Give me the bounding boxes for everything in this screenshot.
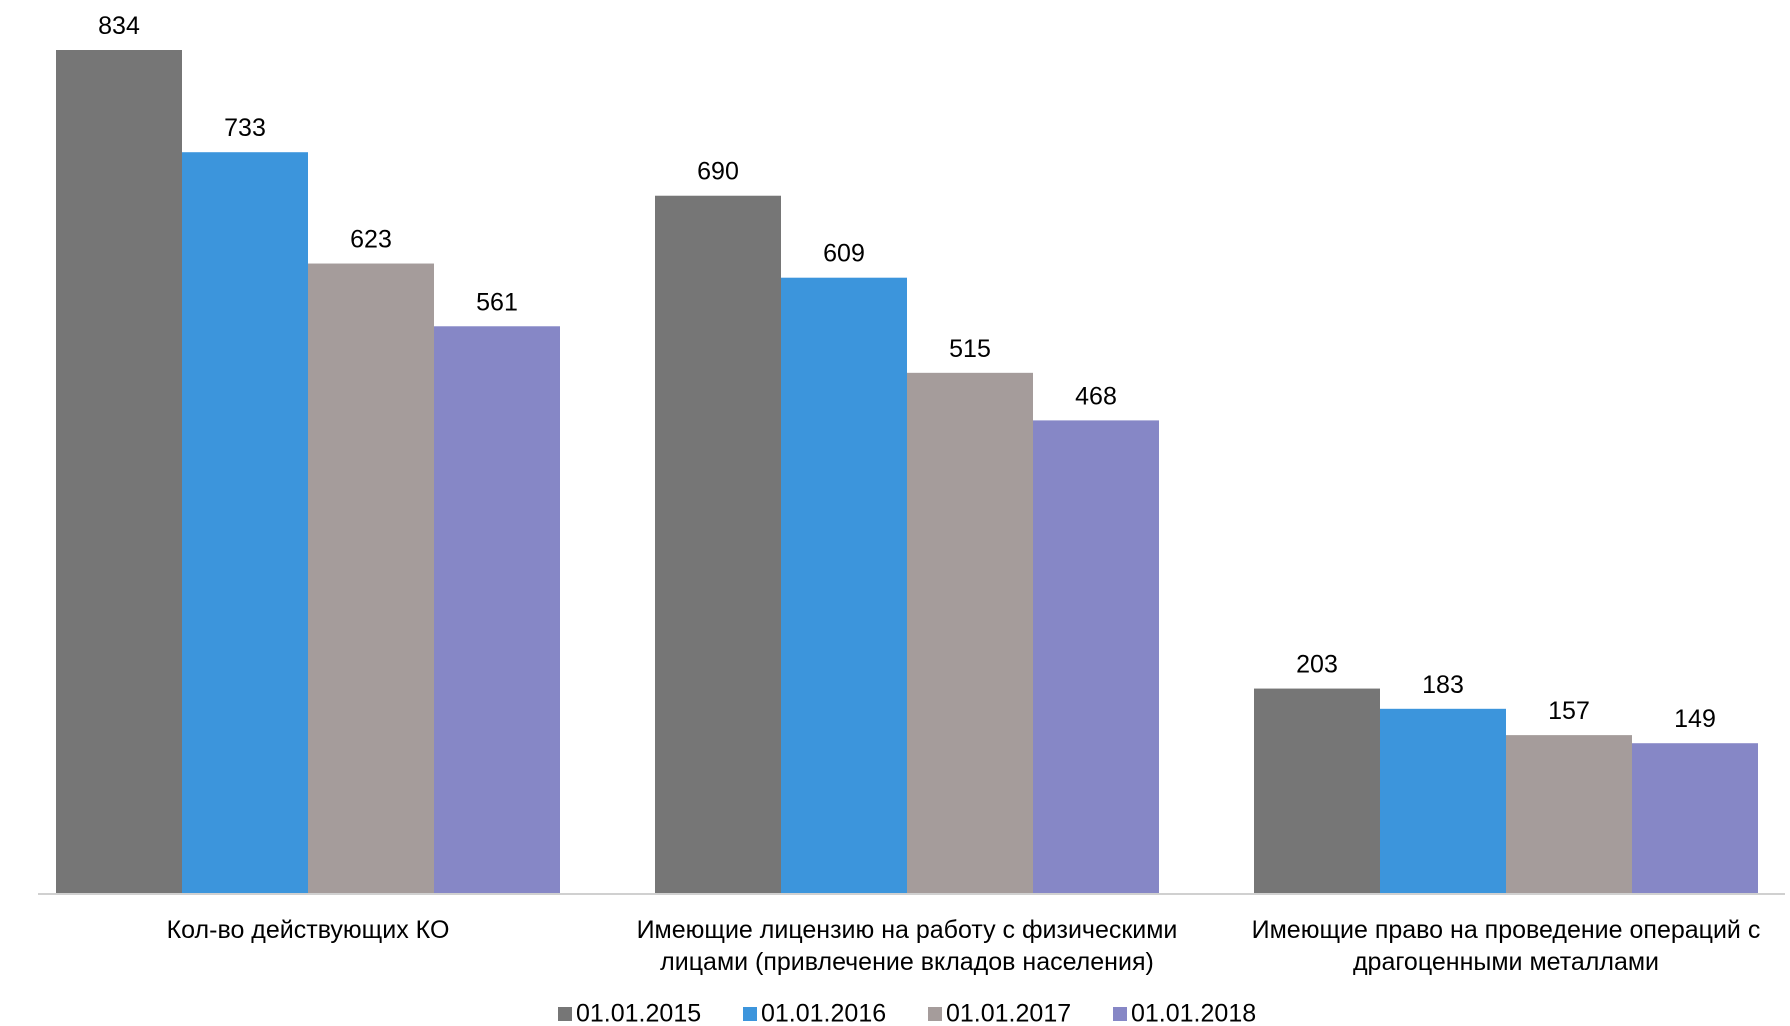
legend-label-01-01-2018: 01.01.2018 (1131, 1000, 1256, 1026)
bar-2-01-01-2017 (907, 372, 1033, 894)
bar-2-01-01-2018 (1033, 420, 1159, 894)
data-label-2-01-01-2015: 690 (697, 158, 739, 186)
bar-1-01-01-2016 (182, 152, 308, 894)
bar-3-01-01-2017 (1506, 735, 1632, 894)
data-label-2-01-01-2016: 609 (823, 240, 865, 268)
legend-swatch-01-01-2015 (558, 1007, 572, 1021)
category-label-2-line-2: лицами (привлечение вкладов населения) (660, 948, 1154, 976)
category-label-3-line-2: драгоценными металлами (1353, 948, 1659, 976)
data-label-3-01-01-2016: 183 (1422, 671, 1464, 699)
bars-group (56, 50, 1758, 894)
category-label-1-line-1: Кол-во действующих КО (167, 916, 450, 944)
bar-2-01-01-2016 (781, 277, 907, 894)
category-label-2-line-1: Имеющие лицензию на работу с физическими (637, 916, 1178, 944)
data-label-2-01-01-2017: 515 (949, 335, 991, 363)
legend-label-01-01-2015: 01.01.2015 (576, 1000, 701, 1026)
data-label-3-01-01-2015: 203 (1296, 651, 1338, 679)
bar-3-01-01-2018 (1632, 743, 1758, 894)
bar-3-01-01-2016 (1380, 708, 1506, 894)
bar-1-01-01-2018 (434, 326, 560, 894)
data-label-3-01-01-2017: 157 (1548, 697, 1590, 725)
legend-swatch-01-01-2016 (743, 1007, 757, 1021)
data-label-1-01-01-2018: 561 (476, 288, 518, 316)
data-label-1-01-01-2015: 834 (98, 12, 140, 40)
bar-2-01-01-2015 (655, 195, 781, 894)
category-labels-group: Кол-во действующих КО Имеющие лицензию на… (167, 916, 1761, 976)
data-label-2-01-01-2018: 468 (1075, 382, 1117, 410)
legend: 01.01.2015 01.01.2016 01.01.2017 01.01.2018 (558, 1000, 1256, 1026)
data-label-1-01-01-2016: 733 (224, 114, 266, 142)
data-label-1-01-01-2017: 623 (350, 226, 392, 254)
bar-1-01-01-2015 (56, 50, 182, 894)
value-labels-group: 834 733 623 561 690 609 515 468 203 183 157 149 (98, 12, 1716, 733)
bar-1-01-01-2017 (308, 263, 434, 894)
data-label-3-01-01-2018: 149 (1674, 705, 1716, 733)
legend-label-01-01-2017: 01.01.2017 (946, 1000, 1071, 1026)
bar-3-01-01-2015 (1254, 688, 1380, 894)
legend-swatch-01-01-2017 (928, 1007, 942, 1021)
category-label-3-line-1: Имеющие право на проведение операций с (1252, 916, 1761, 944)
legend-label-01-01-2016: 01.01.2016 (761, 1000, 886, 1026)
legend-swatch-01-01-2018 (1113, 1007, 1127, 1021)
